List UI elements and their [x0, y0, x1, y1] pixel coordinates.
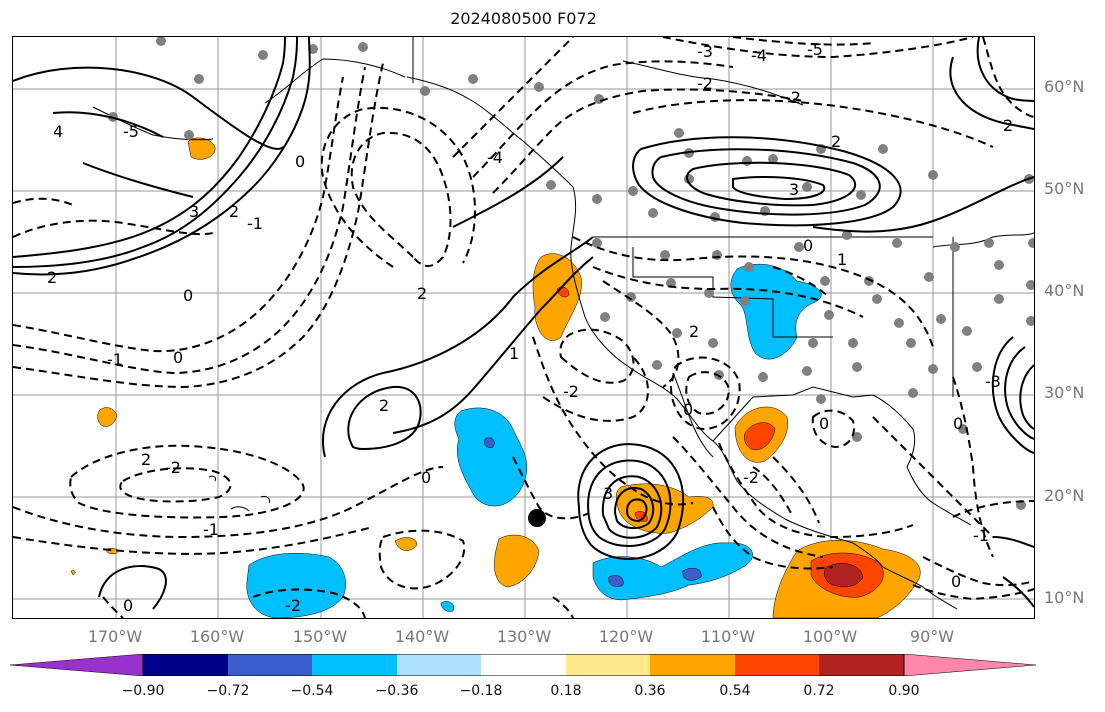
contour-label: -2: [697, 74, 713, 93]
lon-label: 100°W: [802, 627, 858, 646]
contour-label: -4: [751, 46, 767, 65]
contour-label: 2: [47, 268, 57, 287]
contour-label: 1: [837, 250, 847, 269]
lat-label: 20°N: [1044, 486, 1085, 505]
dashed-contours: [13, 37, 1034, 618]
lat-label: 30°N: [1044, 383, 1085, 402]
coastlines: [92, 37, 1034, 610]
contour-label: -1: [107, 350, 123, 369]
contour-label: 0: [123, 596, 133, 615]
colorbar-tick: 0.18: [550, 683, 582, 699]
contour-label: 0: [803, 236, 813, 255]
colorbar-segment: [481, 654, 566, 676]
contour-label: -2: [285, 596, 301, 615]
contour-label: 0: [819, 414, 829, 433]
colorbar-segment: [903, 653, 1037, 677]
colorbar-segment: [735, 654, 819, 676]
contour-label: 2: [229, 202, 239, 221]
colorbar-segment: [9, 653, 144, 677]
lon-label: 130°W: [496, 627, 552, 646]
contour-label: 2: [689, 322, 699, 341]
contour-label: -1: [203, 520, 219, 539]
contour-label: -2: [743, 468, 759, 487]
contour-label: 2: [141, 450, 151, 469]
contour-labels: 4 3 2 -1 0 -1 0 2 1 2 0 2 -2 2 -1 0 -2 3…: [47, 40, 1013, 615]
contour-label: 2: [379, 396, 389, 415]
lon-label: 90°W: [909, 627, 955, 646]
contour-label: 3: [789, 180, 799, 199]
contour-label: -2: [785, 88, 801, 107]
lat-label: 40°N: [1044, 281, 1085, 300]
colorbar-tick: −0.18: [459, 683, 503, 699]
lon-label: 110°W: [700, 627, 756, 646]
lon-label: 120°W: [598, 627, 654, 646]
contour-label: -5: [807, 40, 823, 59]
colorbar-segment: [397, 654, 481, 676]
shaded-field: [70, 137, 921, 618]
colorbar-segment: [650, 654, 735, 676]
colorbar-tick: 0.90: [888, 683, 920, 699]
colorbar-tick: −0.72: [206, 683, 250, 699]
contour-label: -2: [165, 458, 181, 477]
colorbar-segment: [228, 654, 312, 676]
colorbar-segment: [312, 654, 397, 676]
contour-label: 2: [831, 132, 841, 151]
center-marker: [528, 509, 546, 527]
contour-label: 0: [183, 286, 193, 305]
contour-label: -2: [563, 382, 579, 401]
colorbar-segment: [143, 654, 228, 676]
contour-label: -1: [973, 526, 989, 545]
colorbar-segment: [566, 654, 650, 676]
colorbar-tick: −0.54: [290, 683, 334, 699]
contour-label: 0: [173, 348, 183, 367]
lon-label: 150°W: [292, 627, 348, 646]
colorbar-tick: −0.90: [121, 683, 165, 699]
colorbar-tick: 0.36: [634, 683, 666, 699]
contour-label: -5: [123, 122, 139, 141]
contour-label: 3: [603, 484, 613, 503]
solid-contours: [13, 37, 1034, 610]
contour-label: -3: [697, 42, 713, 61]
contour-label: 3: [189, 202, 199, 221]
colorbar-tick: 0.54: [719, 683, 751, 699]
contour-label: 2: [417, 284, 427, 303]
lon-label: 170°W: [87, 627, 143, 646]
contour-label: 0: [421, 468, 431, 487]
colorbar-tick: 0.72: [803, 683, 835, 699]
contour-label: 4: [53, 122, 63, 141]
contour-label: 0: [951, 572, 961, 591]
lat-label: 10°N: [1044, 588, 1085, 607]
lon-label: 140°W: [394, 627, 450, 646]
colorbar-tick: −0.36: [375, 683, 419, 699]
lat-label: 50°N: [1044, 179, 1085, 198]
contour-label: -4: [487, 148, 503, 167]
colorbar-segment: [819, 654, 904, 676]
lat-label: 60°N: [1044, 77, 1085, 96]
colorbar: [9, 653, 1038, 677]
contour-label: -1: [247, 214, 263, 233]
contour-label: 0: [683, 400, 693, 419]
contour-label: 0: [953, 414, 963, 433]
contour-label: 2: [1003, 116, 1013, 135]
station-markers: [108, 37, 1034, 510]
graticule: [13, 37, 1034, 618]
contour-label: 0: [295, 152, 305, 171]
lon-label: 160°W: [189, 627, 245, 646]
map-title: 2024080500 F072: [450, 9, 597, 28]
contour-label: 1: [509, 344, 519, 363]
map-panel[interactable]: 4 3 2 -1 0 -1 0 2 1 2 0 2 -2 2 -1 0 -2 3…: [12, 36, 1035, 619]
contour-label: -3: [985, 372, 1001, 391]
